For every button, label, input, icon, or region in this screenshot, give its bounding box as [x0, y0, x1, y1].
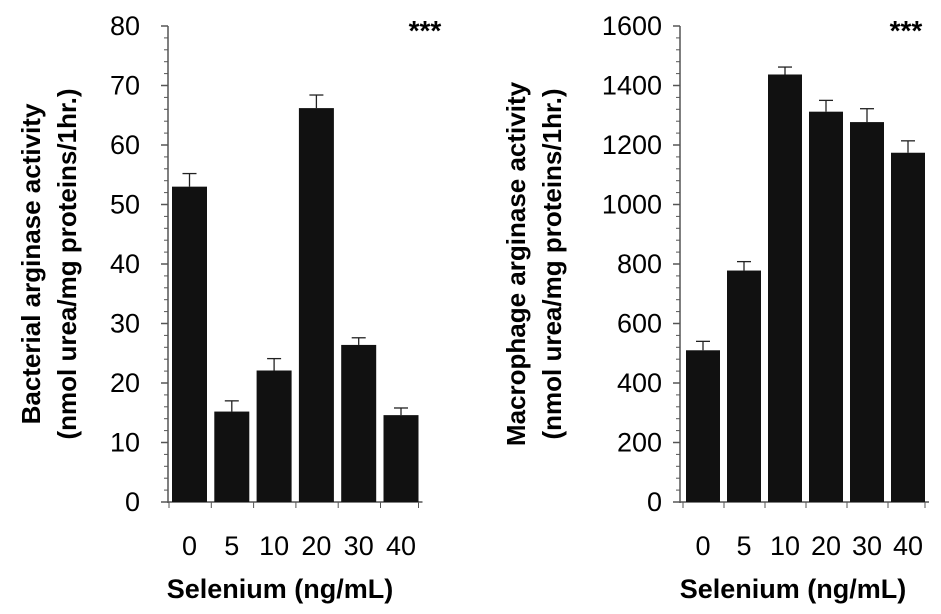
bar — [256, 370, 292, 502]
bar — [809, 111, 843, 503]
x-axis-title: Selenium (ng/mL) — [167, 574, 394, 604]
y-axis-title: Bacterial arginase activity — [16, 103, 46, 424]
bar — [383, 415, 419, 502]
bar — [172, 186, 207, 502]
bar — [686, 350, 720, 502]
y-tick-label: 0 — [647, 487, 662, 517]
x-tick-label: 40 — [386, 531, 416, 561]
y-tick-label: 1600 — [602, 11, 662, 41]
bar — [727, 270, 761, 502]
y-axis-units: (nmol urea/mg proteins/1hr.) — [537, 88, 567, 439]
y-axis-units: (nmol urea/mg proteins/1hr.) — [52, 88, 82, 439]
y-tick-label: 1000 — [602, 190, 662, 220]
x-tick-label: 0 — [695, 531, 710, 561]
x-tick-label: 10 — [770, 531, 800, 561]
bar — [298, 108, 334, 503]
y-tick-label: 10 — [110, 428, 140, 458]
y-axis-title: Macrophage arginase activity — [501, 81, 531, 446]
x-tick-label: 20 — [301, 531, 331, 561]
x-tick-label: 10 — [259, 531, 289, 561]
y-tick-label: 600 — [617, 309, 662, 339]
x-tick-label: 5 — [224, 531, 239, 561]
bar — [891, 152, 925, 503]
y-tick-label: 0 — [125, 487, 140, 517]
bar — [850, 122, 884, 502]
y-tick-label: 50 — [110, 190, 140, 220]
y-tick-label: 60 — [110, 130, 140, 160]
x-tick-label: 0 — [182, 531, 197, 561]
bar — [768, 74, 802, 503]
bar — [214, 411, 250, 502]
x-tick-label: 30 — [344, 531, 374, 561]
y-tick-label: 20 — [110, 368, 140, 398]
x-tick-label: 5 — [736, 531, 751, 561]
y-tick-label: 70 — [110, 71, 140, 101]
x-tick-label: 20 — [811, 531, 841, 561]
significance-marker: *** — [890, 15, 923, 46]
y-tick-label: 40 — [110, 249, 140, 279]
bar — [341, 344, 377, 502]
y-tick-label: 30 — [110, 309, 140, 339]
y-tick-label: 80 — [110, 11, 140, 41]
x-tick-label: 30 — [852, 531, 882, 561]
x-tick-label: 40 — [893, 531, 923, 561]
x-axis-title: Selenium (ng/mL) — [680, 574, 907, 604]
y-tick-label: 1200 — [602, 130, 662, 160]
y-tick-label: 800 — [617, 249, 662, 279]
y-tick-label: 400 — [617, 368, 662, 398]
significance-marker: *** — [409, 15, 442, 46]
y-tick-label: 200 — [617, 428, 662, 458]
y-tick-label: 1400 — [602, 71, 662, 101]
